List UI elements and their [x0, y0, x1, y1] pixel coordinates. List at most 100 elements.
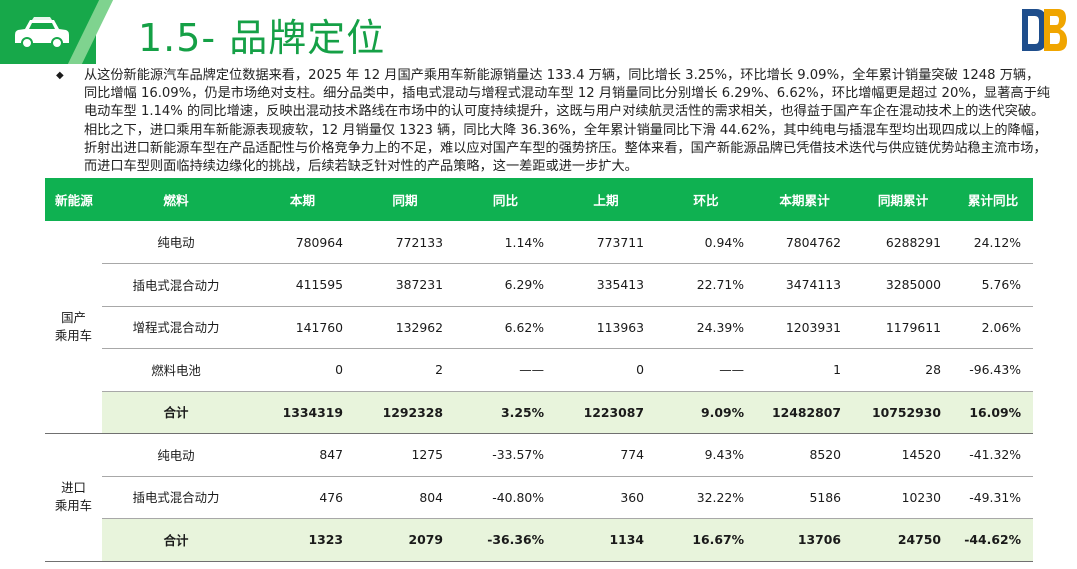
total-row: 合计 1334319 1292328 3.25% 1223087 9.09% 1… — [45, 391, 1033, 434]
cum-yoy-cell: 16.09% — [953, 391, 1033, 434]
car-icon — [15, 17, 69, 49]
mom-cell: 9.43% — [656, 433, 756, 477]
column-header: 本期累计 — [756, 178, 853, 221]
mom-cell: 16.67% — [656, 518, 756, 562]
prev-year-cell: 772133 — [355, 221, 455, 264]
header-banner — [0, 0, 131, 64]
cum-prev-cell: 10752930 — [853, 391, 953, 434]
prev-cell: 335413 — [556, 263, 656, 307]
cum-yoy-cell: -96.43% — [953, 348, 1033, 392]
cum-prev-cell: 10230 — [853, 476, 953, 519]
fuel-cell: 纯电动 — [102, 433, 250, 477]
summary-text: 从这份新能源汽车品牌定位数据来看，2025 年 12 月国产乘用车新能源销量达 … — [84, 68, 1050, 175]
cum-yoy-cell: 2.06% — [953, 306, 1033, 349]
cum-cell: 8520 — [756, 433, 853, 477]
column-header: 本期 — [250, 178, 355, 221]
yoy-cell: —— — [455, 348, 556, 392]
yoy-cell: 6.29% — [455, 263, 556, 307]
column-header: 同期累计 — [853, 178, 953, 221]
mom-cell: 0.94% — [656, 221, 756, 264]
yoy-cell: -40.80% — [455, 476, 556, 519]
cum-prev-cell: 6288291 — [853, 221, 953, 264]
cur-cell: 0 — [250, 348, 355, 392]
prev-year-cell: 1292328 — [355, 391, 455, 434]
cur-cell: 847 — [250, 433, 355, 477]
cur-cell: 411595 — [250, 263, 355, 307]
category-cell: 国产 乘用车 — [45, 221, 102, 434]
cum-prev-cell: 1179611 — [853, 306, 953, 349]
column-header: 同比 — [455, 178, 556, 221]
prev-year-cell: 132962 — [355, 306, 455, 349]
yoy-cell: 3.25% — [455, 391, 556, 434]
prev-cell: 1223087 — [556, 391, 656, 434]
sales-table: 新能源 燃料 本期 同期 同比 上期 环比 本期累计 同期累计 累计同比 国产 … — [45, 178, 1033, 562]
yoy-cell: -36.36% — [455, 518, 556, 562]
table-row: 插电式混合动力 476 804 -40.80% 360 32.22% 5186 … — [45, 476, 1033, 519]
table-header-row: 新能源 燃料 本期 同期 同比 上期 环比 本期累计 同期累计 累计同比 — [45, 178, 1033, 221]
cur-cell: 1323 — [250, 518, 355, 562]
cur-cell: 780964 — [250, 221, 355, 264]
column-header: 新能源 — [45, 178, 102, 221]
fuel-cell: 燃料电池 — [102, 348, 250, 392]
prev-cell: 774 — [556, 433, 656, 477]
prev-cell: 773711 — [556, 221, 656, 264]
column-header: 环比 — [656, 178, 756, 221]
table-row: 进口 乘用车 纯电动 847 1275 -33.57% 774 9.43% 85… — [45, 433, 1033, 562]
fuel-cell: 增程式混合动力 — [102, 306, 250, 349]
cum-prev-cell: 24750 — [853, 518, 953, 562]
cum-cell: 1 — [756, 348, 853, 392]
column-header: 同期 — [355, 178, 455, 221]
cum-yoy-cell: -41.32% — [953, 433, 1033, 477]
column-header: 燃料 — [102, 178, 250, 221]
cum-cell: 12482807 — [756, 391, 853, 434]
prev-year-cell: 2 — [355, 348, 455, 392]
fuel-cell: 纯电动 — [102, 221, 250, 264]
cum-prev-cell: 28 — [853, 348, 953, 392]
fuel-cell: 合计 — [102, 518, 250, 562]
prev-year-cell: 387231 — [355, 263, 455, 307]
table-row: 国产 乘用车 纯电动 780964 772133 1.14% 773711 0.… — [45, 221, 1033, 434]
mom-cell: —— — [656, 348, 756, 392]
cur-cell: 1334319 — [250, 391, 355, 434]
yoy-cell: 1.14% — [455, 221, 556, 264]
cum-yoy-cell: -49.31% — [953, 476, 1033, 519]
cum-cell: 5186 — [756, 476, 853, 519]
prev-year-cell: 1275 — [355, 433, 455, 477]
mom-cell: 9.09% — [656, 391, 756, 434]
cum-cell: 7804762 — [756, 221, 853, 264]
page-title: 1.5- 品牌定位 — [138, 16, 386, 60]
table-row: 燃料电池 0 2 —— 0 —— 1 28 -96.43% — [45, 348, 1033, 392]
prev-cell: 0 — [556, 348, 656, 392]
db-logo-icon — [1022, 9, 1067, 51]
yoy-cell: 6.62% — [455, 306, 556, 349]
fuel-cell: 插电式混合动力 — [102, 476, 250, 519]
cum-cell: 3474113 — [756, 263, 853, 307]
prev-cell: 113963 — [556, 306, 656, 349]
table-row: 增程式混合动力 141760 132962 6.62% 113963 24.39… — [45, 306, 1033, 349]
cum-cell: 13706 — [756, 518, 853, 562]
cum-cell: 1203931 — [756, 306, 853, 349]
prev-cell: 360 — [556, 476, 656, 519]
mom-cell: 32.22% — [656, 476, 756, 519]
fuel-cell: 合计 — [102, 391, 250, 434]
mom-cell: 24.39% — [656, 306, 756, 349]
cum-yoy-cell: 24.12% — [953, 221, 1033, 264]
cum-prev-cell: 14520 — [853, 433, 953, 477]
prev-cell: 1134 — [556, 518, 656, 562]
total-row: 合计 1323 2079 -36.36% 1134 16.67% 13706 2… — [45, 518, 1033, 562]
cur-cell: 476 — [250, 476, 355, 519]
prev-year-cell: 804 — [355, 476, 455, 519]
yoy-cell: -33.57% — [455, 433, 556, 477]
mom-cell: 22.71% — [656, 263, 756, 307]
cum-prev-cell: 3285000 — [853, 263, 953, 307]
cur-cell: 141760 — [250, 306, 355, 349]
column-header: 累计同比 — [953, 178, 1033, 221]
category-cell: 进口 乘用车 — [45, 433, 102, 562]
table-row: 插电式混合动力 411595 387231 6.29% 335413 22.71… — [45, 263, 1033, 307]
cum-yoy-cell: -44.62% — [953, 518, 1033, 562]
bullet-icon: ◆ — [56, 70, 64, 81]
column-header: 上期 — [556, 178, 656, 221]
fuel-cell: 插电式混合动力 — [102, 263, 250, 307]
cum-yoy-cell: 5.76% — [953, 263, 1033, 307]
prev-year-cell: 2079 — [355, 518, 455, 562]
